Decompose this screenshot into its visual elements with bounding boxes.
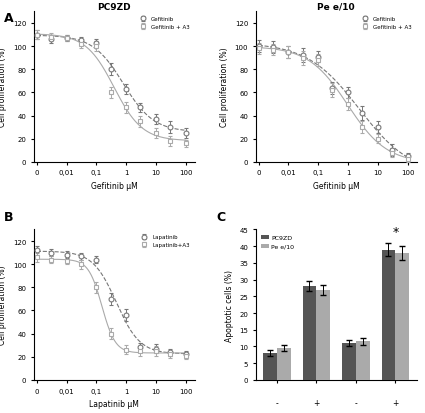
Text: +: + [353, 411, 359, 413]
Text: -: - [315, 411, 318, 413]
Bar [395, 253, 409, 380]
X-axis label: Gefitinib μM: Gefitinib μM [313, 182, 360, 190]
Title: PC9ZD: PC9ZD [98, 2, 131, 12]
Text: *: * [392, 225, 399, 238]
Text: -: - [275, 411, 278, 413]
Text: -: - [354, 398, 357, 407]
Text: +: + [392, 398, 399, 407]
Text: +: + [392, 411, 399, 413]
Bar [382, 250, 395, 380]
Bar [356, 342, 370, 380]
Text: B: B [4, 211, 14, 223]
Title: Pe e/10: Pe e/10 [317, 2, 355, 12]
Legend: PC9ZD, Pe e/10: PC9ZD, Pe e/10 [259, 233, 297, 252]
Y-axis label: Cell proliferation (%): Cell proliferation (%) [0, 265, 7, 345]
Bar [277, 348, 291, 380]
Text: +: + [313, 398, 320, 407]
Text: C: C [217, 211, 226, 223]
Y-axis label: Cell proliferation (%): Cell proliferation (%) [0, 47, 7, 127]
Y-axis label: Cell proliferation (%): Cell proliferation (%) [220, 47, 229, 127]
Bar [263, 353, 277, 380]
Bar [303, 287, 316, 380]
Bar [316, 290, 330, 380]
Legend: Gefitinib, Gefitinib + A3: Gefitinib, Gefitinib + A3 [136, 15, 192, 32]
Bar [342, 343, 356, 380]
X-axis label: Gefitinib μM: Gefitinib μM [91, 182, 138, 190]
Y-axis label: Apoptotic cells (%): Apoptotic cells (%) [224, 269, 234, 341]
Legend: Gefitinib, Gefitinib + A3: Gefitinib, Gefitinib + A3 [357, 15, 414, 32]
Legend: Lapatinib, Lapatinib+A3: Lapatinib, Lapatinib+A3 [136, 233, 192, 250]
X-axis label: Lapatinib μM: Lapatinib μM [89, 399, 139, 408]
Text: A: A [4, 12, 14, 25]
Text: -: - [275, 398, 278, 407]
